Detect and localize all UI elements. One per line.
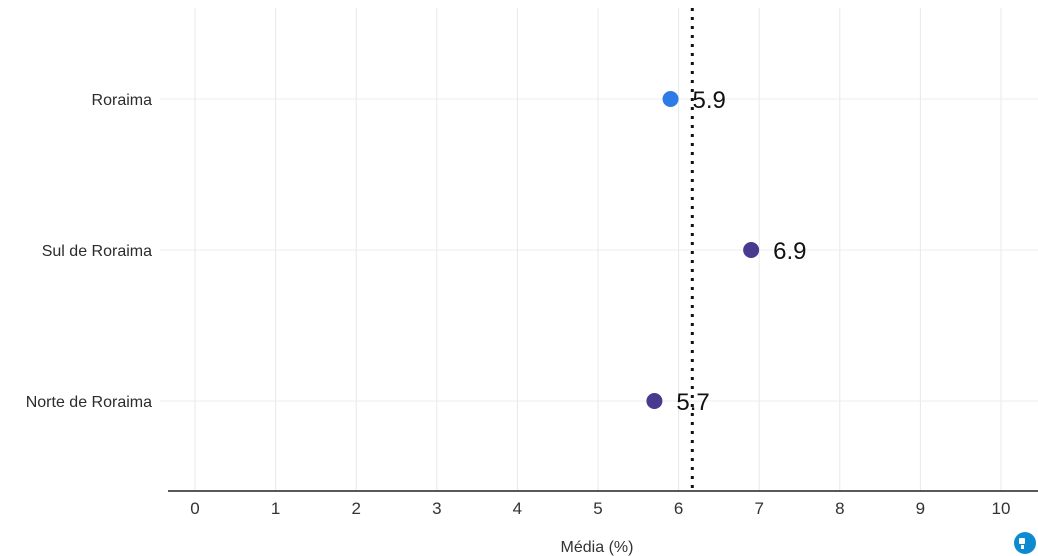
data-point (646, 393, 663, 409)
data-label: 6.9 (773, 238, 806, 265)
y-axis-category-labels: Roraima Sul de Roraima Norte de Roraima (26, 92, 152, 411)
x-tick-label: 2 (351, 499, 360, 518)
x-axis: Média (%) 0 1 2 3 4 5 6 7 8 9 10 (168, 490, 1038, 556)
category-label: Norte de Roraima (26, 394, 152, 411)
category-label: Sul de Roraima (42, 243, 152, 260)
x-axis-title: Média (%) (561, 539, 634, 556)
x-tick-label: 9 (916, 499, 925, 518)
points-layer: 5.9 6.9 5.7 (646, 87, 807, 416)
x-tick-label: 10 (992, 499, 1011, 518)
x-tick-label: 0 (190, 499, 199, 518)
x-tick-label: 3 (432, 499, 441, 518)
x-tick-label: 7 (754, 499, 763, 518)
grid-layer (160, 8, 1038, 491)
data-label: 5.9 (693, 87, 726, 114)
x-tick-label: 8 (835, 499, 844, 518)
data-label: 5.7 (676, 389, 709, 416)
x-tick-label: 6 (674, 499, 683, 518)
x-tick-label: 4 (513, 499, 522, 518)
category-label: Roraima (92, 92, 153, 109)
data-point (662, 91, 679, 107)
brand-logo-icon (1012, 532, 1038, 554)
data-point (743, 242, 760, 258)
x-tick-label: 5 (593, 499, 602, 518)
x-tick-label: 1 (271, 499, 280, 518)
